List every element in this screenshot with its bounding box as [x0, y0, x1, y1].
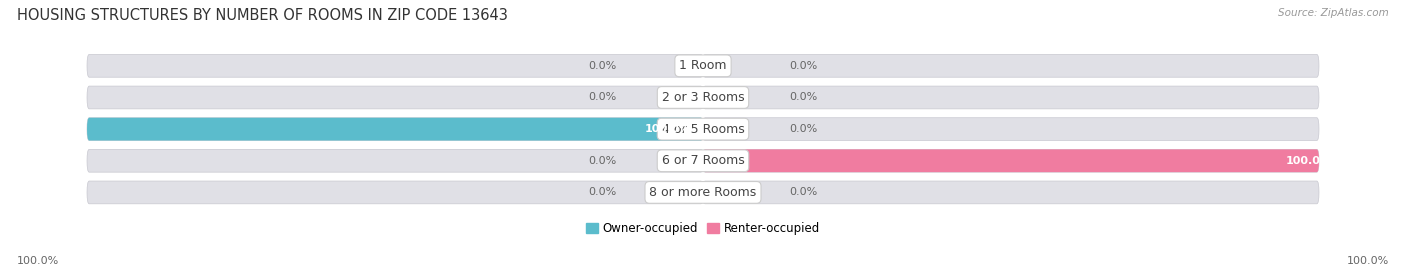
Text: 0.0%: 0.0%: [789, 61, 817, 71]
FancyBboxPatch shape: [87, 118, 703, 140]
Text: 0.0%: 0.0%: [789, 93, 817, 102]
FancyBboxPatch shape: [703, 149, 1319, 172]
FancyBboxPatch shape: [703, 149, 1319, 172]
Text: 0.0%: 0.0%: [589, 61, 617, 71]
Text: 4 or 5 Rooms: 4 or 5 Rooms: [662, 123, 744, 136]
Text: 0.0%: 0.0%: [789, 187, 817, 197]
FancyBboxPatch shape: [703, 118, 1319, 140]
Text: 0.0%: 0.0%: [589, 93, 617, 102]
FancyBboxPatch shape: [87, 149, 703, 172]
FancyBboxPatch shape: [703, 181, 1319, 204]
Text: 100.0%: 100.0%: [1285, 156, 1331, 166]
Legend: Owner-occupied, Renter-occupied: Owner-occupied, Renter-occupied: [581, 217, 825, 239]
Text: 2 or 3 Rooms: 2 or 3 Rooms: [662, 91, 744, 104]
Text: HOUSING STRUCTURES BY NUMBER OF ROOMS IN ZIP CODE 13643: HOUSING STRUCTURES BY NUMBER OF ROOMS IN…: [17, 8, 508, 23]
FancyBboxPatch shape: [87, 54, 703, 77]
FancyBboxPatch shape: [87, 181, 703, 204]
Text: 100.0%: 100.0%: [17, 256, 59, 266]
Text: 0.0%: 0.0%: [789, 124, 817, 134]
FancyBboxPatch shape: [87, 86, 703, 109]
Text: 100.0%: 100.0%: [645, 124, 690, 134]
Text: 100.0%: 100.0%: [1347, 256, 1389, 266]
Text: 0.0%: 0.0%: [589, 156, 617, 166]
Text: 6 or 7 Rooms: 6 or 7 Rooms: [662, 154, 744, 167]
Text: 8 or more Rooms: 8 or more Rooms: [650, 186, 756, 199]
Text: 1 Room: 1 Room: [679, 59, 727, 72]
FancyBboxPatch shape: [703, 54, 1319, 77]
Text: 0.0%: 0.0%: [589, 187, 617, 197]
Text: Source: ZipAtlas.com: Source: ZipAtlas.com: [1278, 8, 1389, 18]
FancyBboxPatch shape: [703, 86, 1319, 109]
FancyBboxPatch shape: [87, 118, 703, 140]
